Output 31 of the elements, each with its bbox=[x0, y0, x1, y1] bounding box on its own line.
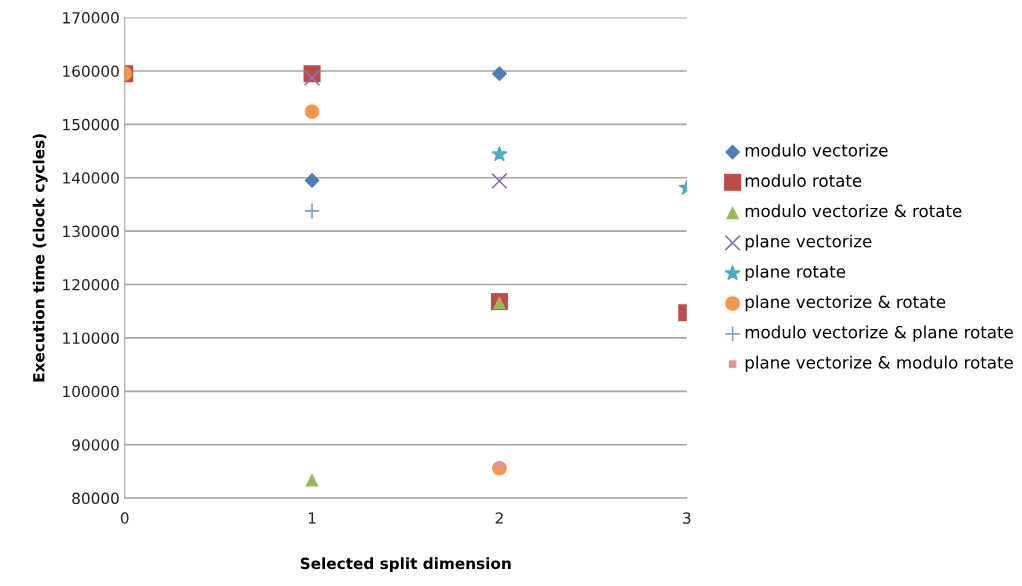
point bbox=[304, 172, 320, 189]
y-tick-label: 130000 bbox=[63, 225, 119, 238]
y-tick-label: 160000 bbox=[63, 65, 119, 77]
x-tick-label: 0 bbox=[120, 512, 129, 524]
point bbox=[304, 104, 320, 119]
legend-label: modulo rotate bbox=[745, 174, 862, 187]
y-tick-label: 80000 bbox=[72, 492, 119, 505]
x-axis-title: Selected split dimension bbox=[300, 557, 511, 573]
y-tick-label: 110000 bbox=[63, 332, 119, 344]
legend-label: plane vectorize & modulo rotate bbox=[745, 355, 1013, 372]
x-tick-label: 1 bbox=[308, 512, 316, 524]
y-tick-label: 100000 bbox=[63, 385, 119, 398]
point bbox=[305, 473, 319, 487]
point bbox=[303, 69, 321, 87]
legend-label: modulo vectorize & plane rotate bbox=[745, 325, 1013, 342]
y-tick-label: 150000 bbox=[63, 118, 119, 131]
y-tick-label: 170000 bbox=[63, 12, 119, 24]
point bbox=[303, 202, 321, 219]
legend-label: plane vectorize bbox=[745, 234, 872, 251]
x-tick-label: 2 bbox=[495, 512, 503, 524]
y-axis-title: Execution time (clock cycles) bbox=[32, 134, 48, 382]
y-tick-label: 140000 bbox=[63, 172, 119, 184]
y-tick-label: 120000 bbox=[63, 279, 119, 291]
point bbox=[491, 172, 508, 190]
point bbox=[491, 66, 508, 82]
legend-label: modulo vectorize & rotate bbox=[745, 204, 962, 218]
legend-label: modulo vectorize bbox=[745, 143, 888, 157]
legend-label: plane vectorize & rotate bbox=[745, 295, 946, 312]
y-tick-label: 90000 bbox=[72, 439, 119, 451]
legend-label: plane rotate bbox=[745, 264, 846, 282]
x-tick-label: 3 bbox=[683, 512, 691, 524]
